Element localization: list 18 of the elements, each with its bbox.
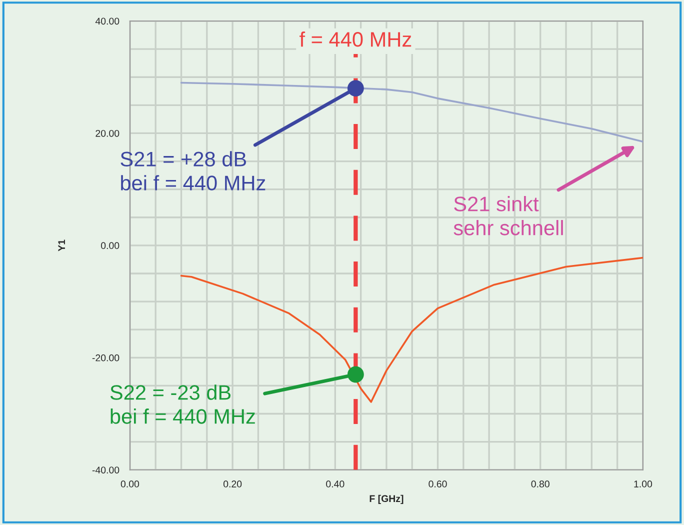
x-tick-label: 0.00 bbox=[120, 480, 140, 488]
y-tick-label: 40.00 bbox=[95, 18, 120, 25]
y-tick-label: 0.00 bbox=[101, 242, 120, 250]
x-axis-title: F [GHz] bbox=[370, 494, 404, 504]
x-tick-label: 0.20 bbox=[223, 480, 242, 488]
y-tick-label: -40.00 bbox=[92, 466, 120, 474]
line-series bbox=[180, 82, 643, 143]
y-tick-label: -20.00 bbox=[92, 354, 120, 362]
ref-line-label: f = 440 MHz bbox=[300, 32, 412, 47]
x-tick-label: 0.80 bbox=[531, 480, 550, 488]
annotation: S21 sinkt sehr schnell bbox=[454, 196, 563, 236]
annotation: S21 = +28 dB bei f = 440 MHz bbox=[120, 151, 266, 190]
x-tick-label: 0.60 bbox=[428, 480, 447, 488]
y-axis-title: Y1 bbox=[58, 240, 65, 252]
y-tick-label: 20.00 bbox=[96, 130, 120, 137]
x-tick-label: 0.40 bbox=[326, 480, 344, 488]
x-tick-label: 1.00 bbox=[634, 480, 652, 488]
annotation: S22 = -23 dB bei f = 440 MHz bbox=[110, 384, 255, 424]
